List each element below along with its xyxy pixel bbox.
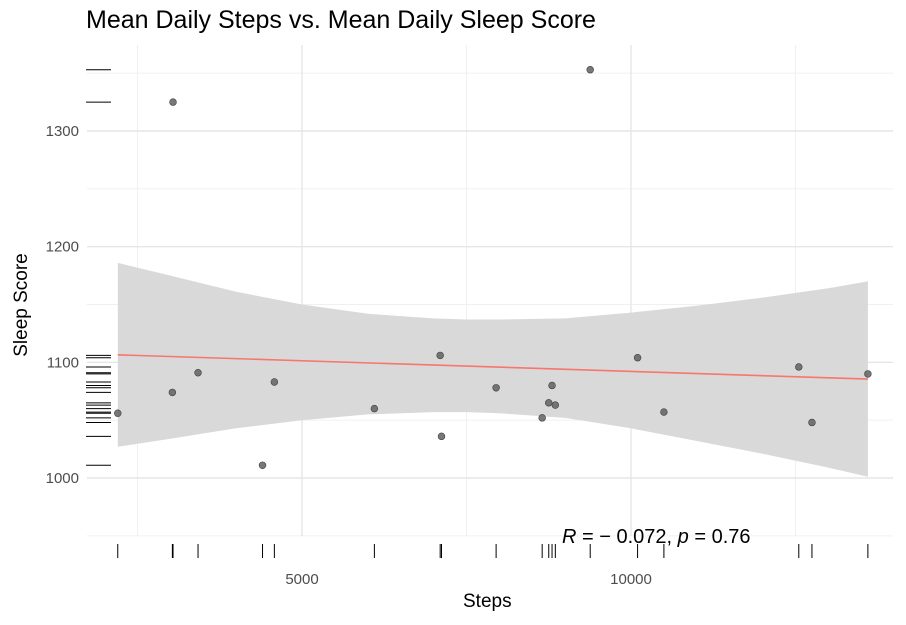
data-point: [436, 351, 444, 360]
y-tick-label: 1200: [46, 239, 79, 256]
data-point: [864, 370, 872, 378]
data-point: [194, 369, 202, 377]
data-point: [545, 399, 553, 407]
data-point: [168, 388, 177, 397]
data-point: [548, 381, 556, 390]
confidence-band: [117, 262, 868, 477]
data-point: [538, 414, 546, 422]
y-tick-label: 1100: [47, 354, 79, 371]
data-point: [586, 65, 594, 74]
data-point: [808, 418, 816, 427]
data-point: [114, 409, 122, 417]
annotation-r-value: = − 0.072,: [576, 526, 677, 548]
data-point: [660, 408, 668, 416]
annotation-r: R: [562, 526, 576, 548]
data-points: [114, 65, 872, 469]
correlation-annotation: R = − 0.072, p = 0.76: [562, 526, 751, 548]
data-point: [437, 432, 446, 441]
data-point: [169, 98, 177, 106]
data-point: [551, 401, 560, 409]
y-axis-label: Sleep Score: [11, 253, 32, 357]
x-rug: [117, 544, 869, 558]
y-tick-label: 1300: [46, 123, 79, 140]
x-tick-label: 10000: [610, 571, 652, 588]
y-rug: [86, 69, 111, 466]
data-point: [370, 404, 379, 413]
x-tick-label: 5000: [285, 571, 318, 588]
x-tick-labels: 5000 10000: [285, 571, 652, 588]
y-tick-labels: 1000 1100 1200 1300: [46, 123, 79, 487]
x-axis-label: Steps: [463, 591, 512, 612]
data-point: [795, 363, 803, 371]
data-point: [633, 354, 642, 362]
data-point: [270, 378, 279, 386]
data-point: [258, 461, 267, 469]
annotation-p-value: = 0.76: [689, 526, 751, 548]
chart-title: Mean Daily Steps vs. Mean Daily Sleep Sc…: [86, 6, 596, 34]
regression-line: [117, 354, 868, 380]
y-tick-label: 1000: [46, 470, 79, 487]
annotation-p: p: [677, 526, 689, 548]
data-point: [492, 384, 500, 392]
